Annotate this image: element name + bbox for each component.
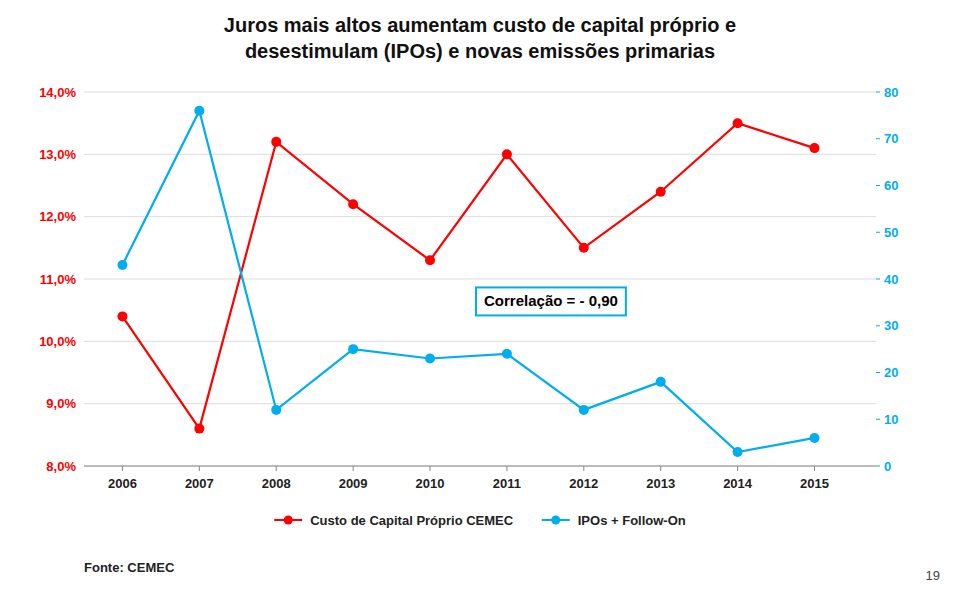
y2-tick <box>876 372 880 373</box>
series-point <box>194 424 204 434</box>
y2-tick-label: 50 <box>884 225 898 240</box>
x-tick <box>737 466 738 471</box>
grid-line <box>84 466 876 467</box>
title: desestimulam (IPOs) e novas emissões pri… <box>245 40 715 62</box>
y-tick-label: 10,0% <box>39 334 76 349</box>
annotation-text: Correlação = - 0,90 <box>484 292 618 309</box>
annotation: Correlação = - 0,90 <box>476 287 626 315</box>
series-point <box>579 405 589 415</box>
x-tick-label: 2008 <box>262 476 291 491</box>
y2-tick <box>876 419 880 420</box>
x-tick <box>353 466 354 471</box>
y-tick-label: 11,0% <box>40 272 77 287</box>
series-point <box>348 344 358 354</box>
series-point <box>809 433 819 443</box>
source-note: Fonte: CEMEC <box>84 560 175 575</box>
grid-line <box>84 341 876 342</box>
x-tick-label: 2013 <box>646 476 675 491</box>
page-number: 19 <box>926 568 940 583</box>
x-tick <box>506 466 507 471</box>
grid-line <box>84 154 876 155</box>
legend-item: Custo de Capital Próprio CEMEC <box>274 513 514 528</box>
series-point <box>579 243 589 253</box>
series-line <box>122 123 814 428</box>
grid-line <box>84 216 876 217</box>
x-tick <box>276 466 277 471</box>
y-tick-label: 14,0% <box>39 85 76 100</box>
x-tick-label: 2011 <box>493 476 521 491</box>
y2-tick <box>876 185 880 186</box>
y2-tick <box>876 325 880 326</box>
legend-label: Custo de Capital Próprio CEMEC <box>310 513 514 528</box>
series-point <box>194 106 204 116</box>
y2-tick-label: 40 <box>884 272 898 287</box>
series-line <box>122 111 814 452</box>
series-point <box>271 405 281 415</box>
y-tick-label: 13,0% <box>39 147 76 162</box>
y2-tick <box>876 92 880 93</box>
series <box>117 118 819 433</box>
x-axis <box>84 466 876 467</box>
series-point <box>425 353 435 363</box>
series-point <box>656 377 666 387</box>
y2-tick <box>876 138 880 139</box>
legend-item: IPOs + Follow-On <box>542 513 686 528</box>
x-tick-label: 2009 <box>339 476 368 491</box>
y-tick-label: 8,0% <box>46 459 76 474</box>
x-tick-label: 2006 <box>108 476 137 491</box>
x-tick <box>122 466 123 471</box>
x-tick-label: 2014 <box>723 476 753 491</box>
y-tick-label: 9,0% <box>46 396 76 411</box>
y2-tick <box>876 466 880 467</box>
y2-tick-label: 70 <box>884 131 898 146</box>
x-tick-label: 2010 <box>416 476 445 491</box>
series-point <box>656 187 666 197</box>
grid-line <box>84 403 876 404</box>
legend-label: IPOs + Follow-On <box>578 513 686 528</box>
y2-tick-label: 60 <box>884 178 898 193</box>
series <box>117 106 819 457</box>
x-tick <box>199 466 200 471</box>
background <box>0 0 960 590</box>
grid <box>84 92 876 466</box>
series-point <box>348 199 358 209</box>
series-point <box>502 149 512 159</box>
x-tick <box>814 466 815 471</box>
y2-tick-label: 10 <box>884 412 898 427</box>
x-tick-label: 2012 <box>569 476 598 491</box>
series-point <box>271 137 281 147</box>
y2-tick-label: 20 <box>884 365 898 380</box>
x-tick-label: 2007 <box>185 476 214 491</box>
legend-marker <box>284 516 293 525</box>
legend: Custo de Capital Próprio CEMEC IPOs + Fol… <box>274 513 686 528</box>
grid-line <box>84 92 876 93</box>
x-tick <box>430 466 431 471</box>
series-point <box>117 311 127 321</box>
series-point <box>117 260 127 270</box>
legend-marker <box>551 516 560 525</box>
series-point <box>733 118 743 128</box>
y2-tick <box>876 279 880 280</box>
series-point <box>809 143 819 153</box>
series-point <box>502 349 512 359</box>
y2-tick-label: 80 <box>884 85 898 100</box>
x-tick <box>660 466 661 471</box>
y-tick-label: 12,0% <box>39 209 76 224</box>
title: Juros mais altos aumentam custo de capit… <box>224 14 736 36</box>
annotation-box <box>476 287 626 315</box>
chart: Juros mais altos aumentam custo de capit… <box>0 0 960 590</box>
series-point <box>425 255 435 265</box>
y2-tick-label: 0 <box>884 459 891 474</box>
grid-line <box>84 279 876 280</box>
plot-area <box>117 106 819 457</box>
y2-tick <box>876 232 880 233</box>
x-tick <box>583 466 584 471</box>
y2-tick-label: 30 <box>884 318 898 333</box>
series-point <box>733 447 743 457</box>
x-tick-label: 2015 <box>800 476 829 491</box>
